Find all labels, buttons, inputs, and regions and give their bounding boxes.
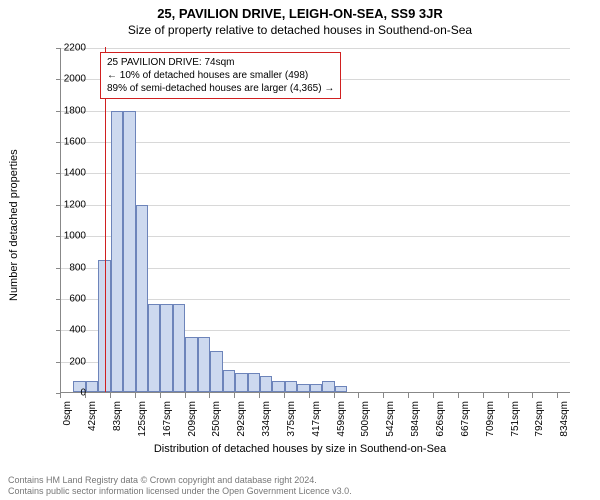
x-tick-label: 542sqm [385, 401, 396, 441]
x-tick-mark [209, 393, 210, 398]
x-tick-label: 584sqm [410, 401, 421, 441]
histogram-bar [198, 337, 210, 392]
x-tick-label: 292sqm [236, 401, 247, 441]
x-tick-mark [408, 393, 409, 398]
grid-line [61, 173, 570, 174]
x-tick-label: 42sqm [87, 401, 98, 441]
histogram-bar [260, 376, 272, 392]
x-tick-label: 0sqm [62, 401, 73, 441]
grid-line [61, 48, 570, 49]
y-tick-label: 0 [46, 388, 86, 399]
y-axis-label: Number of detached properties [8, 149, 20, 301]
histogram-bar [185, 337, 197, 392]
x-tick-mark [185, 393, 186, 398]
grid-line [61, 111, 570, 112]
x-tick-label: 125sqm [137, 401, 148, 441]
y-tick-label: 1000 [46, 231, 86, 242]
x-tick-mark [508, 393, 509, 398]
annotation-line3: 89% of semi-detached houses are larger (… [107, 82, 334, 95]
x-tick-label: 375sqm [286, 401, 297, 441]
x-tick-mark [259, 393, 260, 398]
y-tick-label: 2200 [46, 43, 86, 54]
x-tick-mark [60, 393, 61, 398]
x-tick-label: 209sqm [187, 401, 198, 441]
x-tick-label: 83sqm [112, 401, 123, 441]
histogram-bar [248, 373, 260, 392]
x-tick-label: 500sqm [360, 401, 371, 441]
x-tick-mark [358, 393, 359, 398]
x-tick-mark [458, 393, 459, 398]
x-tick-mark [284, 393, 285, 398]
histogram-bar [210, 351, 222, 392]
histogram-bar [160, 304, 172, 392]
histogram-bar [111, 111, 123, 392]
histogram-bar [123, 111, 135, 392]
histogram-bar [173, 304, 185, 392]
x-tick-label: 250sqm [211, 401, 222, 441]
y-tick-label: 1400 [46, 168, 86, 179]
y-tick-label: 600 [46, 293, 86, 304]
histogram-bar [235, 373, 247, 392]
histogram-bar [86, 381, 98, 392]
annotation-box: 25 PAVILION DRIVE: 74sqm ← 10% of detach… [100, 52, 341, 99]
x-tick-mark [309, 393, 310, 398]
histogram-bar [272, 381, 284, 392]
x-tick-mark [383, 393, 384, 398]
footer-line2: Contains public sector information licen… [8, 486, 352, 498]
y-tick-label: 1200 [46, 199, 86, 210]
histogram-bar [223, 370, 235, 392]
x-tick-label: 667sqm [460, 401, 471, 441]
x-tick-mark [160, 393, 161, 398]
annotation-line2: ← 10% of detached houses are smaller (49… [107, 69, 334, 82]
x-tick-mark [135, 393, 136, 398]
x-tick-mark [234, 393, 235, 398]
histogram-bar [335, 386, 347, 392]
histogram-bar [297, 384, 309, 392]
histogram-bar [136, 205, 148, 392]
histogram-bar [285, 381, 297, 392]
x-tick-label: 334sqm [261, 401, 272, 441]
x-tick-label: 626sqm [435, 401, 446, 441]
y-tick-label: 200 [46, 356, 86, 367]
x-tick-mark [483, 393, 484, 398]
chart-title: 25, PAVILION DRIVE, LEIGH-ON-SEA, SS9 3J… [0, 0, 600, 21]
x-tick-mark [334, 393, 335, 398]
y-tick-label: 2000 [46, 74, 86, 85]
footer-line1: Contains HM Land Registry data © Crown c… [8, 475, 352, 487]
footer-attribution: Contains HM Land Registry data © Crown c… [8, 475, 352, 498]
histogram-bar [322, 381, 334, 392]
x-tick-mark [532, 393, 533, 398]
chart-plot-area [60, 48, 570, 393]
histogram-bar [148, 304, 160, 392]
x-tick-label: 417sqm [311, 401, 322, 441]
grid-line [61, 142, 570, 143]
x-tick-label: 792sqm [534, 401, 545, 441]
y-tick-label: 1600 [46, 137, 86, 148]
y-tick-label: 1800 [46, 105, 86, 116]
x-tick-label: 834sqm [559, 401, 570, 441]
histogram-bar [310, 384, 322, 392]
y-tick-label: 800 [46, 262, 86, 273]
annotation-line1: 25 PAVILION DRIVE: 74sqm [107, 56, 334, 69]
x-tick-mark [85, 393, 86, 398]
y-tick-label: 400 [46, 325, 86, 336]
x-tick-mark [433, 393, 434, 398]
x-tick-label: 167sqm [162, 401, 173, 441]
chart-subtitle: Size of property relative to detached ho… [0, 23, 600, 37]
x-axis-label: Distribution of detached houses by size … [0, 443, 600, 455]
x-tick-label: 459sqm [336, 401, 347, 441]
x-tick-mark [110, 393, 111, 398]
x-tick-mark [557, 393, 558, 398]
x-tick-label: 751sqm [510, 401, 521, 441]
x-tick-label: 709sqm [485, 401, 496, 441]
